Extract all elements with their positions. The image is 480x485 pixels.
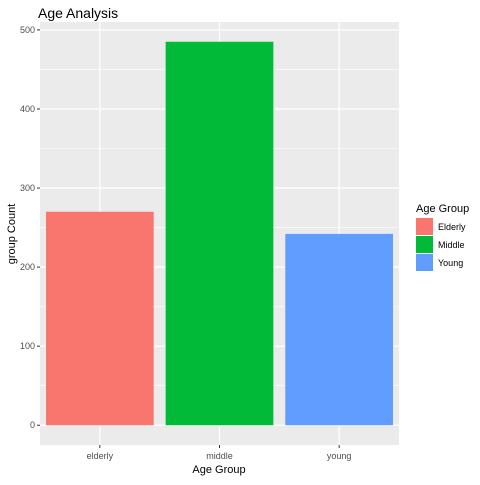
chart-title: Age Analysis [38,5,118,21]
bar-elderly [45,211,154,426]
y-axis: 0 100 200 300 400 500 [20,25,40,430]
y-tick-label: 400 [20,104,35,114]
bar-middle [165,41,274,426]
y-tick-label: 300 [20,183,35,193]
bar-young [285,233,394,426]
x-tick-label: young [327,451,352,461]
x-axis-label: Age Group [192,464,245,476]
legend-label-young: Young [438,258,463,268]
legend-key-middle [416,236,433,253]
y-tick-label: 200 [20,262,35,272]
y-tick-label: 500 [20,25,35,35]
legend-key-elderly [416,218,433,235]
y-tick-label: 0 [30,420,35,430]
y-tick-label: 100 [20,341,35,351]
legend-label-elderly: Elderly [438,222,466,232]
x-tick-label: middle [206,451,233,461]
x-tick-label: elderly [87,451,114,461]
y-axis-label: group Count [6,204,18,265]
legend-label-middle: Middle [438,240,465,250]
legend: Age Group Elderly Middle Young [416,203,469,271]
bars [45,41,394,426]
x-axis: elderly middle young [87,445,352,461]
legend-key-young [416,254,433,271]
legend-title: Age Group [416,203,469,215]
